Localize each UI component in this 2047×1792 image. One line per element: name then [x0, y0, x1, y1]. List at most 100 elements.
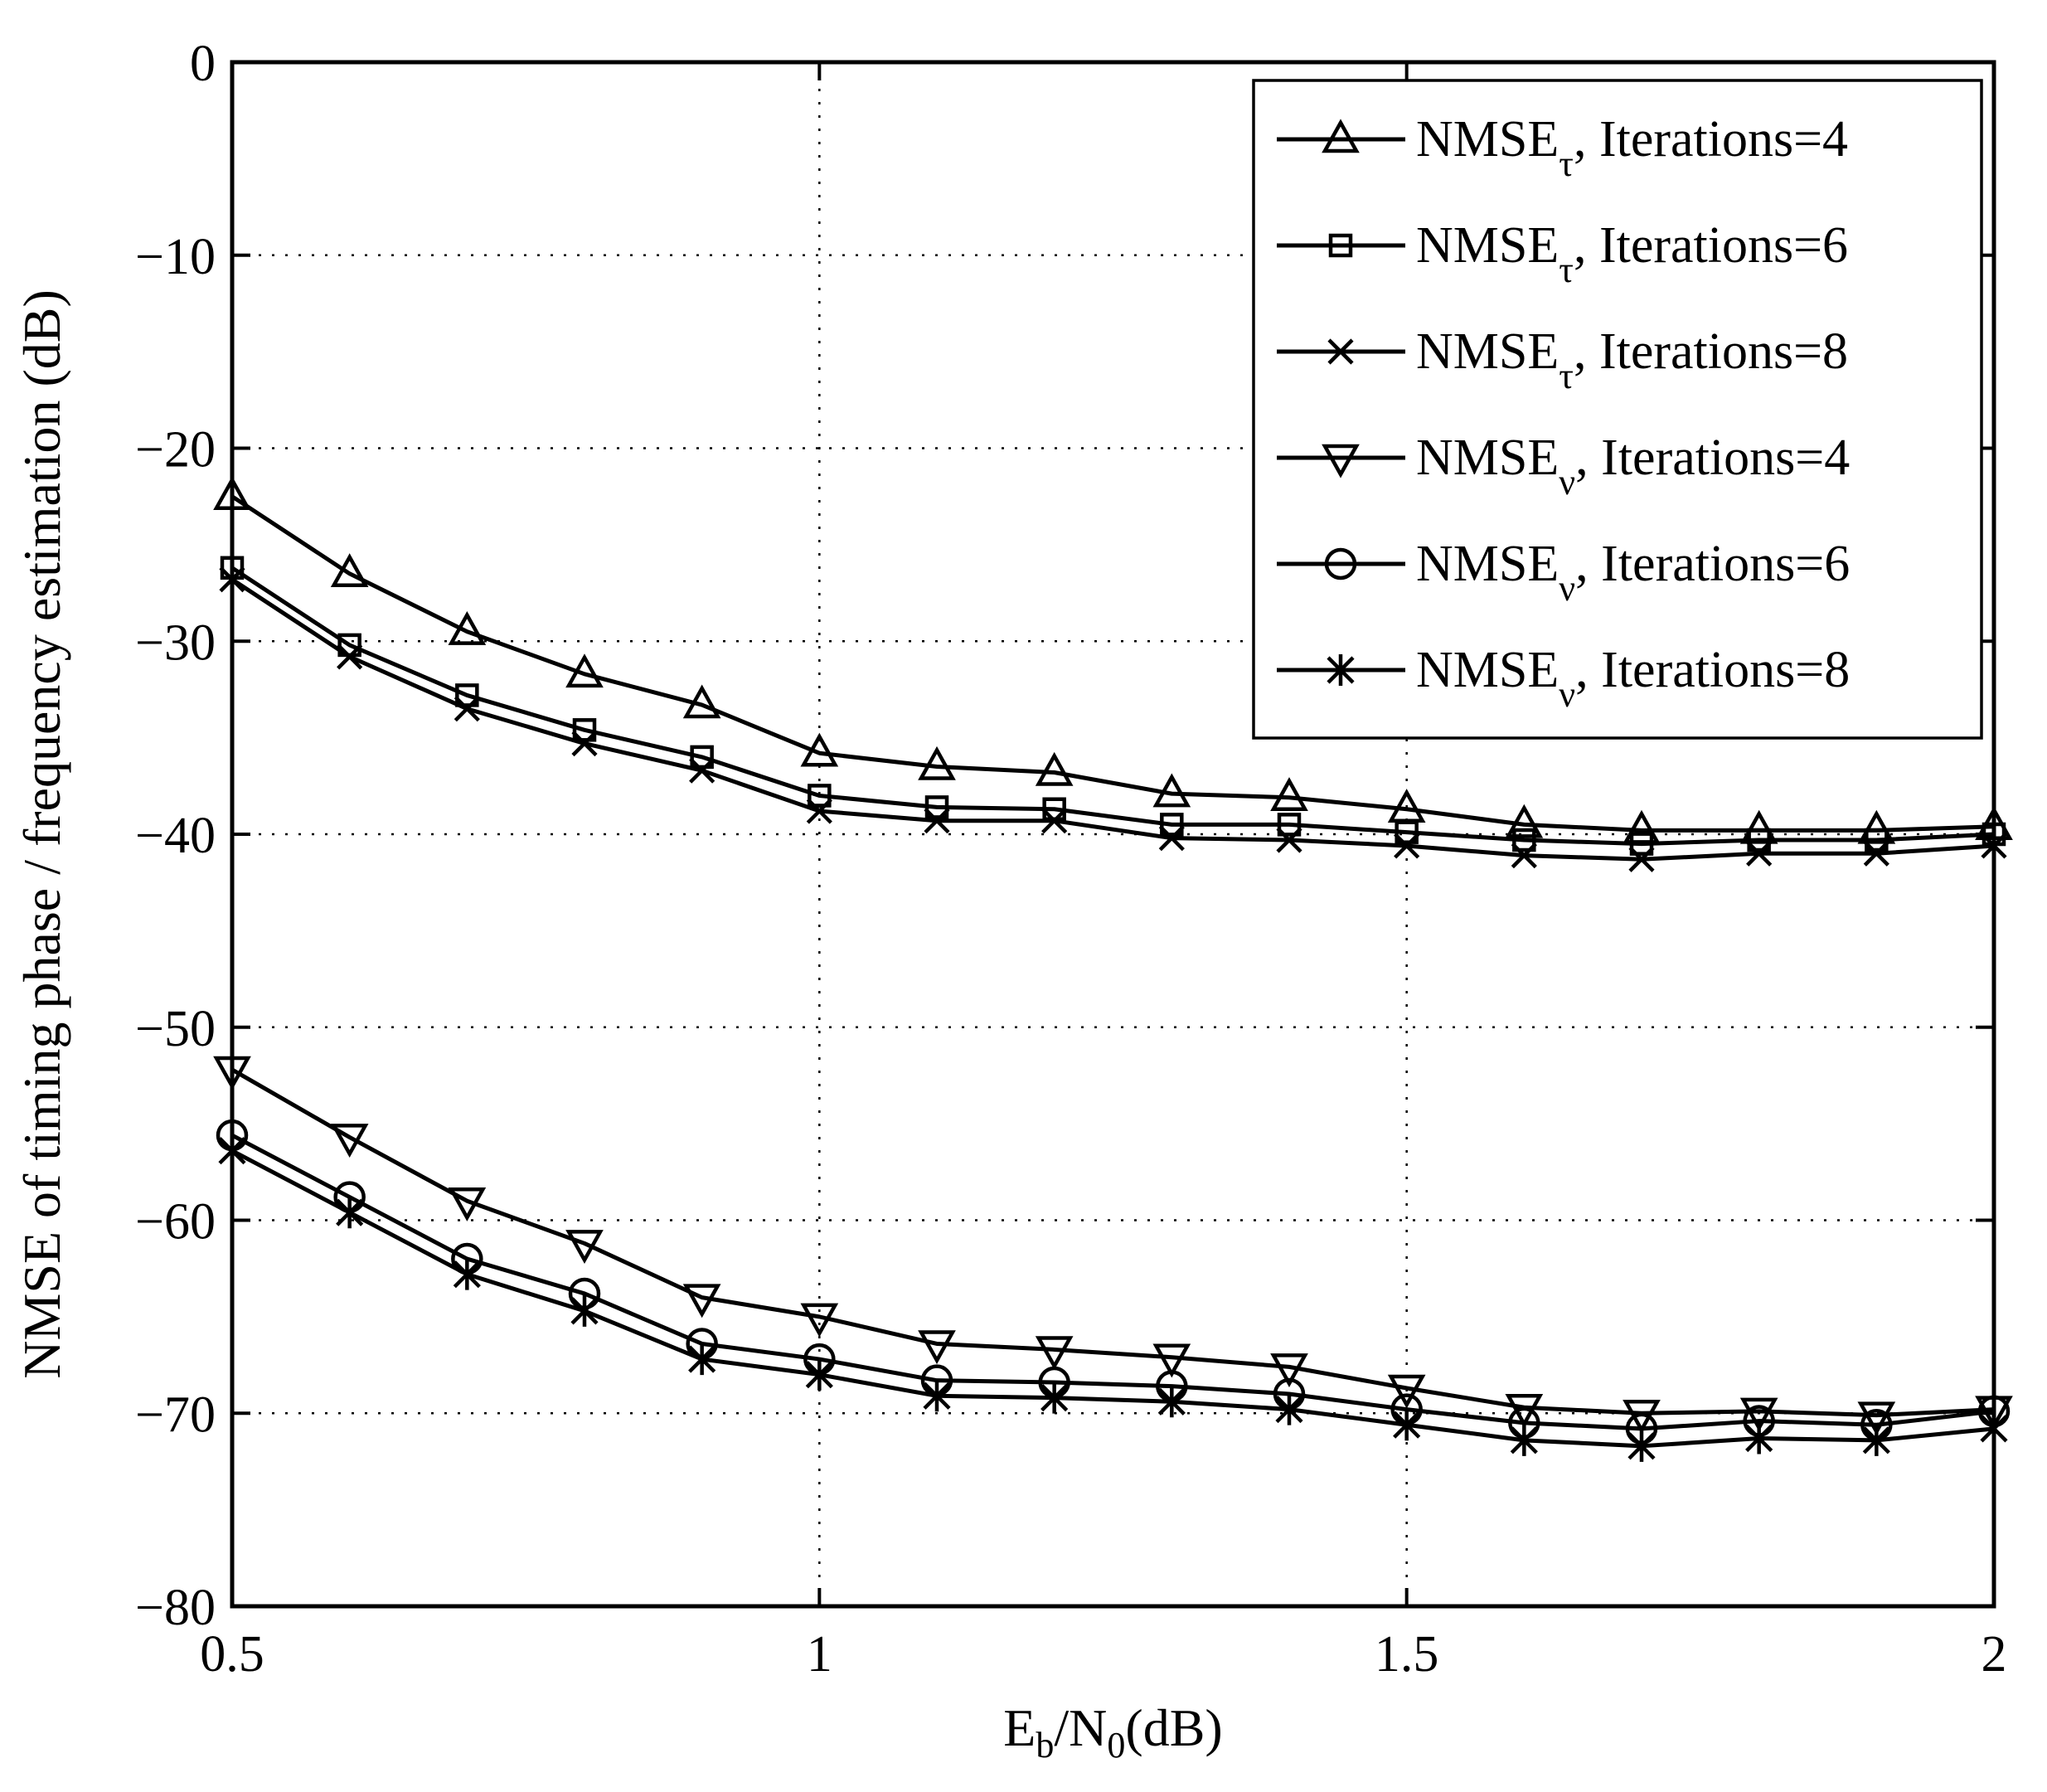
legend-label-base: NMSE: [1416, 323, 1559, 380]
series-line: [230, 566, 1995, 847]
series-line: [230, 577, 1995, 862]
data-point: [682, 1284, 721, 1319]
legend-label-base: NMSE: [1416, 430, 1559, 486]
x-tick-label: 0.5: [200, 1626, 264, 1683]
data-point: [1276, 827, 1302, 853]
legend-marker: [1327, 654, 1355, 686]
legend-entry-6: NMSEν, Iterations=8: [1277, 642, 1850, 715]
legend-entry-2: NMSEτ, Iterations=6: [1277, 217, 1848, 290]
legend-marker: [1322, 444, 1360, 478]
data-point: [806, 798, 832, 824]
series-line: [230, 1133, 1995, 1431]
legend-label-suffix: , Iterations=6: [1574, 217, 1848, 274]
legend-label-sub: ν: [1559, 462, 1575, 503]
data-point: [1857, 1401, 1896, 1436]
data-point: [1747, 828, 1771, 852]
y-tick-label: −60: [135, 1194, 216, 1251]
data-point: [565, 653, 604, 688]
y-tick-label: −30: [135, 614, 216, 671]
legend-label: NMSEτ, Iterations=6: [1416, 217, 1848, 290]
data-point: [1035, 751, 1074, 786]
legend-label-sub: τ: [1559, 250, 1574, 290]
legend-entry-5: NMSEν, Iterations=6: [1277, 536, 1850, 609]
data-point: [1158, 825, 1185, 852]
y-tick-label: −70: [135, 1386, 216, 1443]
data-point: [1041, 808, 1068, 834]
data-point: [330, 553, 369, 588]
data-point: [1275, 1393, 1303, 1425]
data-point: [923, 1380, 951, 1412]
legend-label-suffix: , Iterations=4: [1574, 111, 1848, 168]
legend-entry-3: NMSEτ, Iterations=8: [1277, 323, 1848, 396]
data-point: [924, 795, 949, 819]
data-point: [448, 1187, 487, 1221]
y-tick-label: −80: [135, 1580, 216, 1636]
data-point: [1505, 804, 1544, 838]
data-point: [1512, 828, 1536, 852]
data-point: [690, 745, 714, 770]
x-tick-label: 1.5: [1375, 1626, 1439, 1683]
series-layer: [213, 476, 2013, 1462]
axis-ticks: 0.5 1 1.5 2 0 −10 −20 −30 −40 −50 −60 −70 −80: [135, 36, 2006, 1683]
data-point: [1511, 843, 1537, 869]
x-label-tail: (dB): [1125, 1698, 1222, 1757]
legend-label-suffix: , Iterations=6: [1575, 536, 1850, 592]
data-point: [1157, 1386, 1186, 1418]
series-line: [230, 1149, 1995, 1449]
legend-marker: [1328, 233, 1353, 258]
data-point: [918, 1330, 956, 1365]
legend-label: NMSEν, Iterations=4: [1416, 430, 1850, 503]
data-point: [1862, 1424, 1890, 1456]
legend-box: [1252, 79, 1983, 740]
legend-entry-4: NMSEν, Iterations=4: [1277, 430, 1850, 503]
legend-marker: [1324, 547, 1357, 580]
data-point: [571, 731, 598, 757]
data-point: [1152, 773, 1191, 808]
series-line: [230, 494, 1995, 833]
data-point: [1270, 777, 1308, 812]
series-line: [230, 1067, 1995, 1418]
data-point: [805, 1358, 833, 1391]
data-point: [1035, 1336, 1074, 1371]
data-point: [1865, 828, 1889, 852]
data-point: [1745, 1422, 1773, 1454]
data-point: [1387, 1374, 1426, 1409]
data-point: [682, 684, 721, 719]
legend-label-suffix: , Iterations=4: [1575, 430, 1850, 486]
data-point: [1739, 1397, 1778, 1432]
data-point: [336, 1197, 364, 1229]
data-point: [330, 1124, 369, 1158]
data-point: [1628, 846, 1655, 872]
legend-label-base: NMSE: [1416, 642, 1559, 698]
legend-entry-1: NMSEτ, Iterations=4: [1277, 111, 1848, 184]
data-point: [453, 1258, 481, 1290]
y-tick-label: 0: [190, 36, 216, 92]
y-axis-label: NMSE of timing phase / frequency estimat…: [12, 289, 71, 1379]
legend-marker: [1327, 338, 1354, 365]
data-point: [1040, 1382, 1069, 1414]
x-label-sub2: 0: [1107, 1725, 1125, 1765]
data-point: [1629, 832, 1654, 856]
legend-label-sub: ν: [1559, 674, 1575, 715]
legend-label: NMSEτ, Iterations=4: [1416, 111, 1848, 184]
data-point: [689, 757, 715, 784]
legend-marker: [1322, 119, 1360, 153]
y-tick-label: −50: [135, 1001, 216, 1057]
x-label-sub: b: [1036, 1725, 1054, 1765]
data-point: [1270, 1353, 1308, 1388]
data-point: [800, 732, 839, 767]
legend-label: NMSEτ, Iterations=8: [1416, 323, 1848, 396]
legend-label-suffix: , Iterations=8: [1574, 323, 1848, 380]
data-point: [1395, 820, 1419, 844]
data-point: [455, 683, 479, 707]
legend-label-base: NMSE: [1416, 217, 1559, 274]
data-point: [1746, 840, 1773, 867]
data-point: [1152, 1343, 1191, 1378]
legend-label: NMSEν, Iterations=8: [1416, 642, 1850, 715]
y-tick-label: −40: [135, 808, 216, 864]
x-label-mid: /N: [1054, 1698, 1107, 1757]
x-label-main: E: [1003, 1698, 1036, 1757]
y-tick-label: −20: [135, 422, 216, 478]
